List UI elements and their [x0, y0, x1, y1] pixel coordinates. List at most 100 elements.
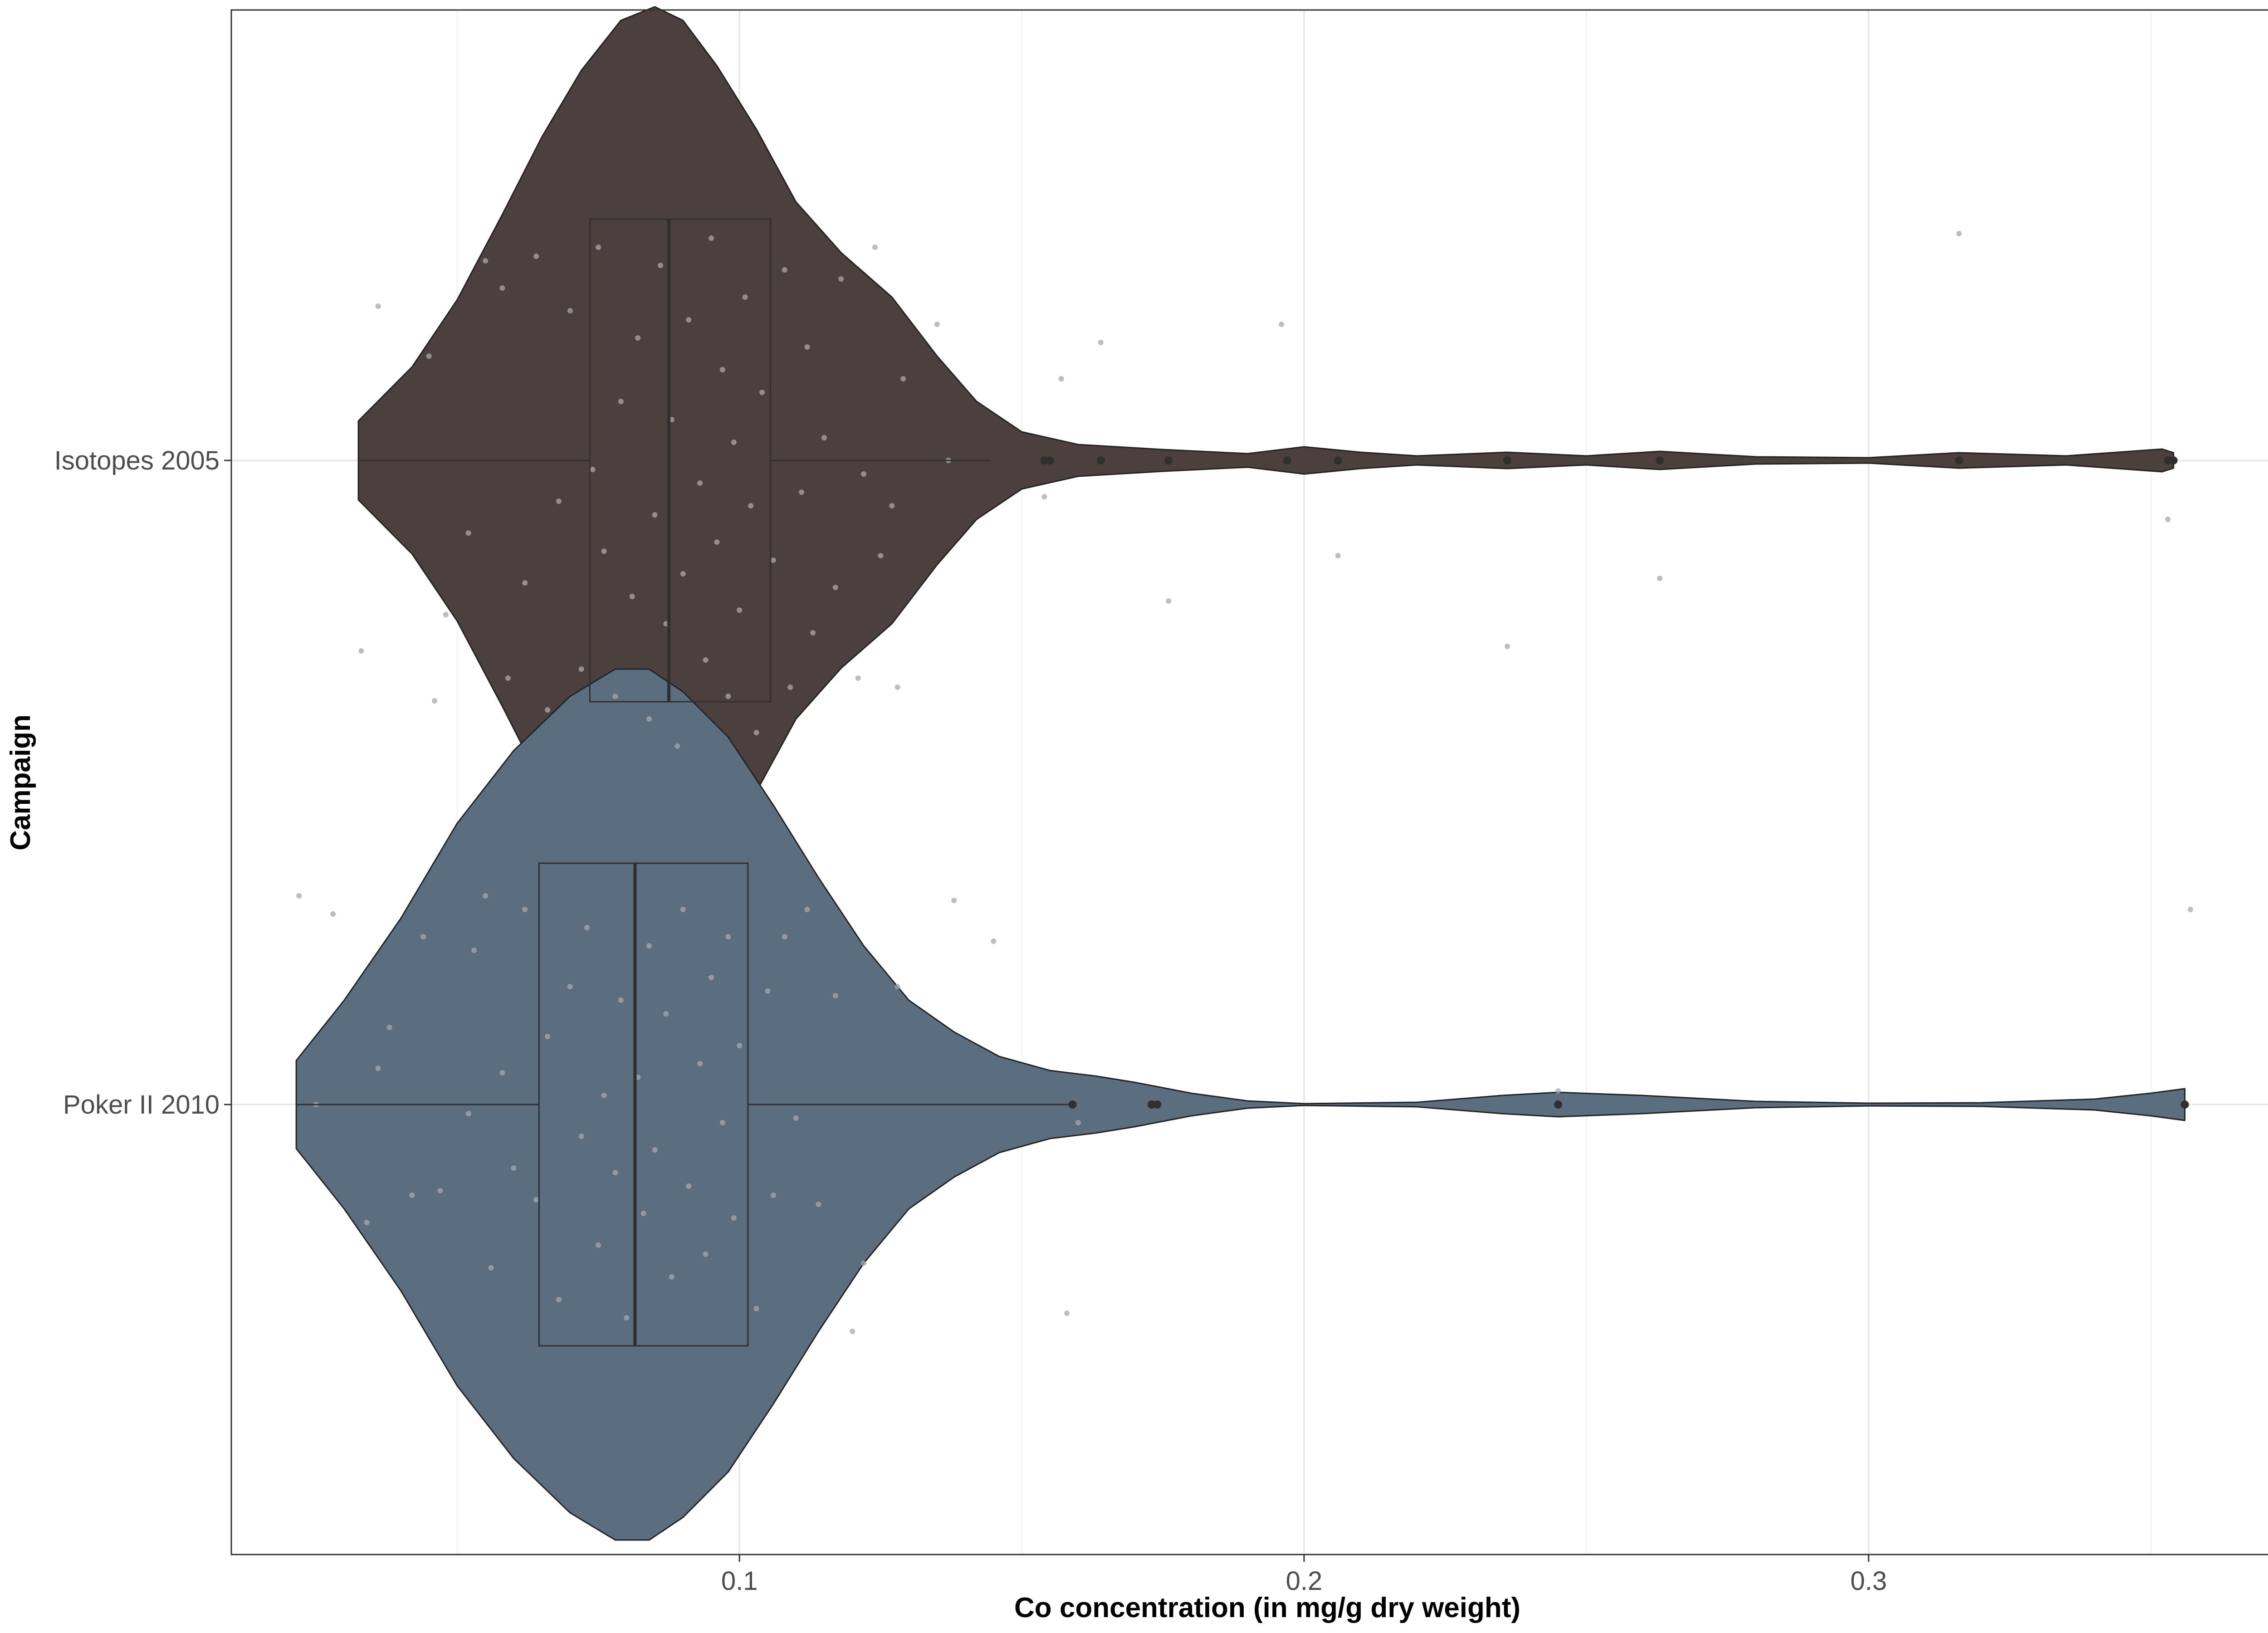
jitter-point	[804, 907, 810, 912]
jitter-point	[409, 1193, 415, 1198]
jitter-point	[533, 254, 539, 259]
jitter-point	[832, 993, 838, 998]
violins	[295, 6, 2186, 1541]
jitter-point	[420, 934, 426, 939]
jitter-point	[465, 1111, 471, 1116]
jitter-point	[296, 893, 302, 899]
outlier-point	[1046, 456, 1054, 464]
jitter-point	[804, 344, 810, 350]
y-axis-title: Campaign	[5, 714, 36, 851]
outlier-point	[1334, 456, 1342, 464]
jitter-point	[861, 471, 867, 477]
jitter-point	[782, 934, 787, 939]
jitter-point	[951, 898, 957, 903]
jitter-point	[686, 317, 692, 323]
jitter-point	[646, 943, 652, 949]
jitter-point	[545, 707, 551, 713]
jitter-point	[624, 1315, 630, 1320]
jitter-point	[646, 716, 652, 722]
jitter-point	[1058, 376, 1064, 381]
jitter-point	[719, 1120, 725, 1125]
box-iqr	[589, 218, 772, 703]
jitter-point	[499, 285, 505, 291]
jitter-point	[629, 594, 635, 599]
jitter-point	[567, 308, 573, 313]
jitter-point	[375, 1066, 381, 1071]
jitter-point	[725, 694, 731, 699]
jitter-point	[1064, 1310, 1070, 1316]
jitter-point	[787, 684, 793, 690]
y-tick-label: Poker II 2010	[63, 1090, 220, 1120]
jitter-point	[894, 684, 900, 690]
jitter-point	[816, 1202, 821, 1207]
jitter-point	[578, 666, 584, 672]
jitter-point	[770, 557, 776, 563]
jitter-point	[855, 675, 861, 681]
jitter-point	[596, 1242, 601, 1248]
jitter-point	[1504, 644, 1510, 649]
jitter-point	[364, 1220, 370, 1225]
jitter-point	[680, 571, 686, 577]
outlier-point	[1068, 1100, 1077, 1109]
x-tick-label: 0.3	[1850, 1566, 1887, 1596]
jitter-point	[731, 1215, 737, 1221]
jitter-point	[652, 1147, 658, 1153]
jitter-point	[714, 539, 720, 545]
jitter-point	[686, 1183, 692, 1189]
box-iqr	[538, 862, 749, 1347]
jitter-point	[2188, 907, 2194, 912]
jitter-point	[697, 480, 703, 486]
jitter-point	[872, 244, 878, 250]
jitter-point	[522, 580, 528, 586]
jitter-point	[612, 1170, 618, 1175]
outlier-point	[2180, 1100, 2189, 1109]
jitter-point	[894, 984, 900, 989]
jitter-point	[793, 1115, 799, 1121]
jitter-point	[652, 512, 658, 518]
jitter-point	[1555, 1088, 1561, 1094]
jitter-point	[1335, 553, 1341, 558]
jitter-point	[934, 322, 940, 327]
jitter-point	[635, 335, 641, 341]
outlier-point	[1040, 456, 1049, 464]
jitter-point	[832, 585, 838, 590]
jitter-point	[708, 235, 714, 241]
jitter-point	[838, 276, 844, 282]
jitter-point	[753, 1306, 759, 1311]
x-tick-label: 0.2	[1286, 1566, 1323, 1596]
jitter-point	[708, 975, 714, 980]
jitter-point	[799, 489, 805, 495]
jitter-point	[737, 607, 743, 613]
outlier-point	[1164, 456, 1173, 464]
jitter-point	[426, 353, 432, 359]
jitter-point	[556, 1297, 562, 1302]
jitter-point	[465, 530, 471, 536]
outlier-point	[1096, 456, 1105, 464]
jitter-point	[770, 1193, 776, 1198]
jitter-point	[2165, 517, 2171, 522]
x-axis-title: Co concentration (in mg/g dry weight)	[1014, 1592, 1520, 1623]
jitter-points	[296, 231, 2194, 1334]
jitter-point	[725, 934, 731, 939]
jitter-point	[759, 390, 765, 395]
jitter-point	[443, 612, 449, 617]
jitter-point	[675, 743, 680, 749]
outlier-point	[1283, 456, 1291, 464]
jitter-point	[719, 367, 725, 372]
plot-panel-border	[230, 9, 2268, 1555]
outlier-point	[1147, 1100, 1156, 1109]
outlier-point	[1554, 1100, 1563, 1109]
jitter-point	[601, 548, 607, 554]
jitter-point	[545, 1034, 551, 1039]
jitter-point	[889, 503, 895, 508]
jitter-point	[821, 435, 827, 440]
jitter-point	[657, 263, 663, 268]
jitter-point	[1657, 576, 1663, 581]
jitter-point	[1279, 322, 1285, 327]
jitter-point	[511, 1165, 517, 1171]
jitter-point	[850, 1329, 855, 1334]
jitter-point	[900, 376, 906, 381]
jitter-point	[680, 907, 686, 912]
jitter-point	[1956, 231, 1962, 236]
jitter-point	[533, 1197, 539, 1203]
